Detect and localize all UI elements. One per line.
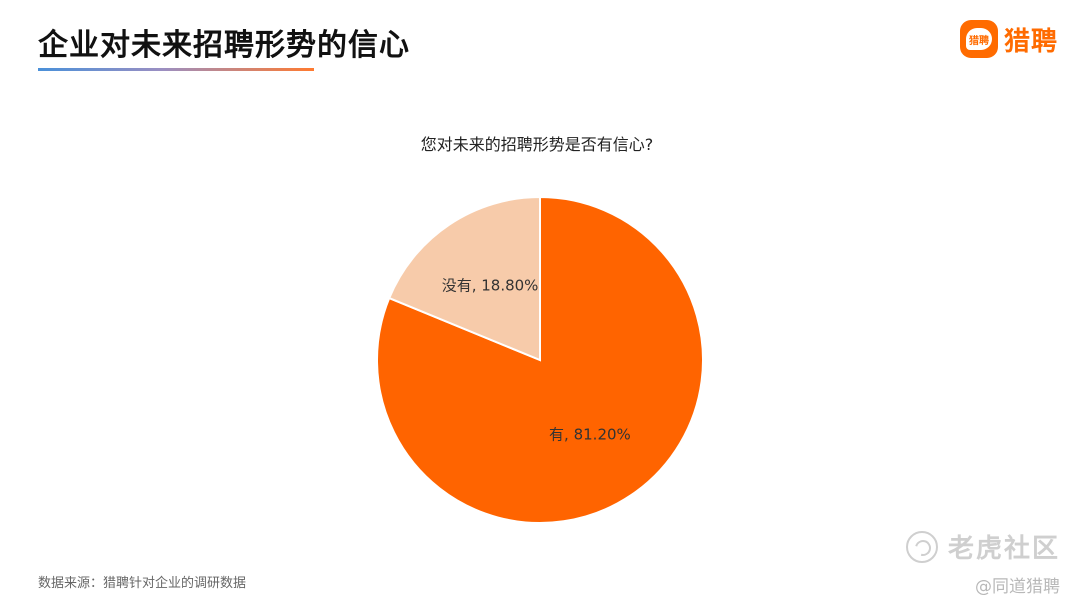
data-source-note: 数据来源：猎聘针对企业的调研数据 [38, 576, 247, 591]
title-underline [38, 68, 314, 71]
pie-slices [376, 195, 704, 524]
watermark: 老虎社区 [905, 528, 1060, 565]
pie-slice-0 [376, 195, 704, 524]
chart-title: 您对未来的招聘形势是否有信心? [421, 135, 654, 154]
logo-text: 猎聘 [1003, 26, 1058, 57]
attribution: @同道猎聘 [975, 577, 1060, 597]
pie-slice-1 [387, 195, 541, 362]
liepin-logo-icon: 猎聘 [959, 20, 998, 58]
pie-slice-label-0: 有, 81.20% [549, 425, 631, 443]
tiger-community-icon [905, 530, 938, 563]
pie-slice-label-1: 没有, 18.80% [442, 277, 539, 295]
pie-labels: 有, 81.20% 没有, 18.80% [442, 277, 631, 444]
page-title: 企业对未来招聘形势的信心 [38, 28, 410, 63]
watermark-text: 老虎社区 [947, 534, 1060, 564]
logo-badge-text: 猎聘 [965, 28, 992, 50]
liepin-logo: 猎聘 猎聘 [959, 20, 1058, 58]
